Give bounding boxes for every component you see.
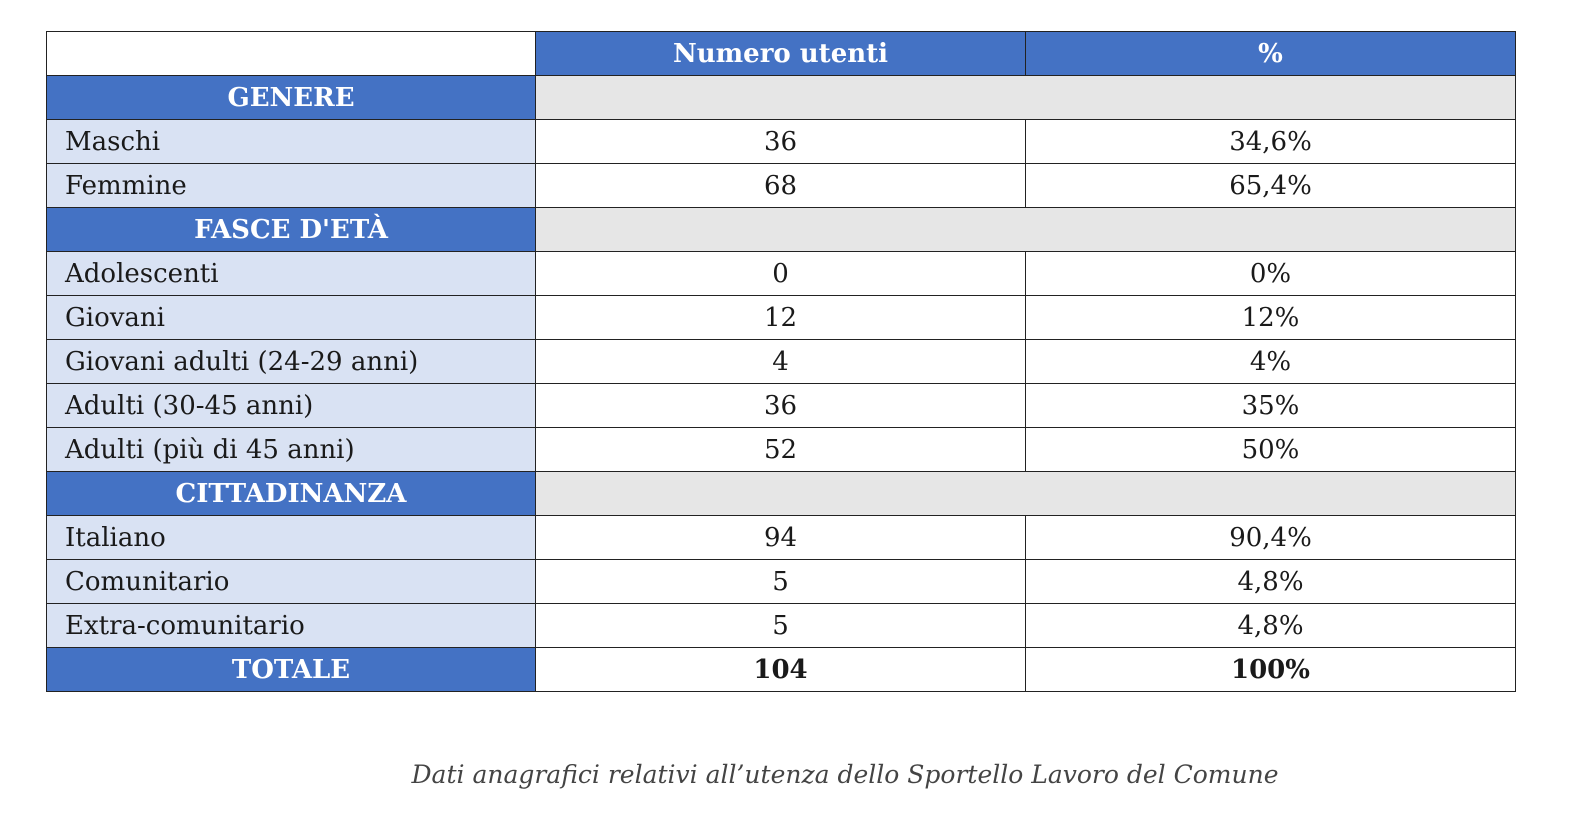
row-count: 5 — [535, 559, 1026, 604]
row-label: Extra-comunitario — [46, 603, 536, 648]
row-label: Giovani adulti (24-29 anni) — [46, 339, 536, 384]
table-caption: Dati anagrafici relativi all’utenza dell… — [411, 760, 1279, 789]
section-header-row: GENERE — [46, 75, 1516, 120]
row-percent: 90,4% — [1025, 515, 1516, 560]
section-title: FASCE D'ETÀ — [46, 207, 536, 252]
total-label: TOTALE — [46, 647, 536, 692]
row-count: 68 — [535, 163, 1026, 208]
row-count: 4 — [535, 339, 1026, 384]
table-row: Giovani 12 12% — [46, 295, 1516, 340]
table-row: Giovani adulti (24-29 anni) 4 4% — [46, 339, 1516, 384]
table-row: Adulti (30-45 anni) 36 35% — [46, 383, 1516, 428]
row-percent: 4% — [1025, 339, 1516, 384]
row-count: 52 — [535, 427, 1026, 472]
total-count: 104 — [535, 647, 1026, 692]
table-row: Adolescenti 0 0% — [46, 251, 1516, 296]
row-percent: 65,4% — [1025, 163, 1516, 208]
table-row: Femmine 68 65,4% — [46, 163, 1516, 208]
header-numero-utenti: Numero utenti — [535, 31, 1026, 76]
row-count: 94 — [535, 515, 1026, 560]
section-title: GENERE — [46, 75, 536, 120]
section-header-row: FASCE D'ETÀ — [46, 207, 1516, 252]
section-header-row: CITTADINANZA — [46, 471, 1516, 516]
row-percent: 12% — [1025, 295, 1516, 340]
row-label: Adulti (30-45 anni) — [46, 383, 536, 428]
total-percent: 100% — [1025, 647, 1516, 692]
row-count: 36 — [535, 383, 1026, 428]
header-row: Numero utenti % — [46, 31, 1516, 76]
row-label: Italiano — [46, 515, 536, 560]
row-label: Adolescenti — [46, 251, 536, 296]
table-row: Maschi 36 34,6% — [46, 119, 1516, 164]
row-count: 5 — [535, 603, 1026, 648]
total-row: TOTALE 104 100% — [46, 647, 1516, 692]
row-label: Comunitario — [46, 559, 536, 604]
section-filler-cell — [535, 75, 1516, 120]
table-row: Comunitario 5 4,8% — [46, 559, 1516, 604]
row-percent: 4,8% — [1025, 559, 1516, 604]
table-row: Extra-comunitario 5 4,8% — [46, 603, 1516, 648]
row-label: Maschi — [46, 119, 536, 164]
row-percent: 50% — [1025, 427, 1516, 472]
header-percent: % — [1025, 31, 1516, 76]
section-filler-cell — [535, 471, 1516, 516]
section-filler-cell — [535, 207, 1516, 252]
row-label: Giovani — [46, 295, 536, 340]
row-percent: 34,6% — [1025, 119, 1516, 164]
table-row: Adulti (più di 45 anni) 52 50% — [46, 427, 1516, 472]
row-percent: 4,8% — [1025, 603, 1516, 648]
row-count: 0 — [535, 251, 1026, 296]
row-percent: 35% — [1025, 383, 1516, 428]
row-label: Adulti (più di 45 anni) — [46, 427, 536, 472]
demographics-table: Numero utenti % GENERE Maschi 36 34,6% Femmi… — [46, 31, 1516, 692]
row-percent: 0% — [1025, 251, 1516, 296]
row-count: 12 — [535, 295, 1026, 340]
section-title: CITTADINANZA — [46, 471, 536, 516]
row-count: 36 — [535, 119, 1026, 164]
header-corner-cell — [46, 31, 536, 76]
table-row: Italiano 94 90,4% — [46, 515, 1516, 560]
row-label: Femmine — [46, 163, 536, 208]
